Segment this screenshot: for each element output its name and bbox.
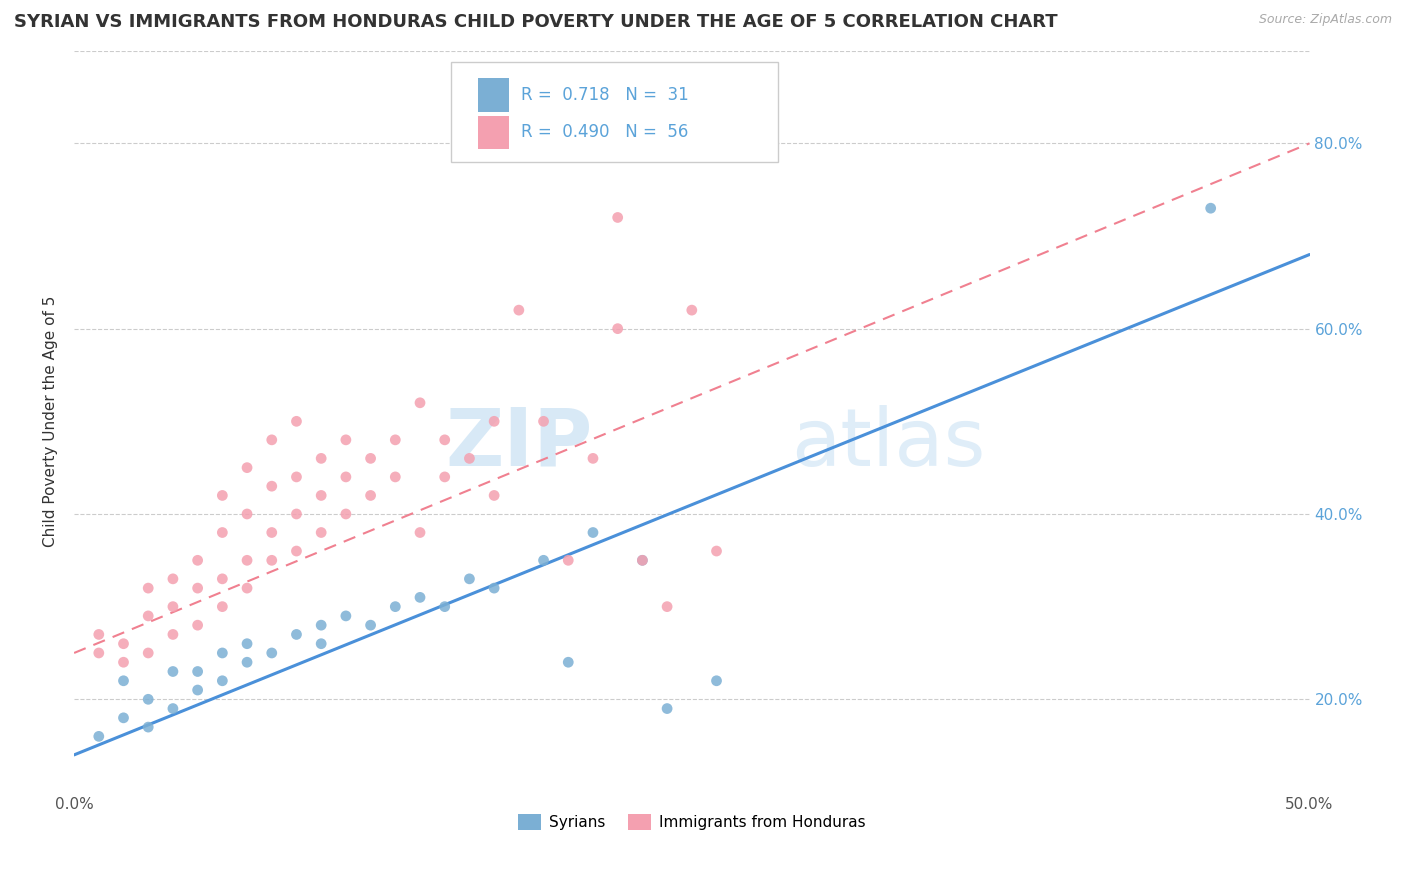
Point — [335, 433, 357, 447]
Point — [211, 572, 233, 586]
Point — [533, 553, 555, 567]
Point — [409, 396, 432, 410]
Point — [433, 470, 456, 484]
Point — [606, 211, 628, 225]
Point — [112, 711, 135, 725]
Point — [236, 581, 259, 595]
Point — [335, 608, 357, 623]
Point — [260, 433, 283, 447]
Point — [187, 581, 209, 595]
Text: atlas: atlas — [790, 405, 986, 483]
Bar — [478, 116, 509, 149]
Point — [112, 673, 135, 688]
Point — [87, 730, 110, 744]
Point — [112, 637, 135, 651]
Point — [187, 553, 209, 567]
Point — [236, 507, 259, 521]
Point — [162, 572, 184, 586]
Text: R =  0.718   N =  31: R = 0.718 N = 31 — [522, 87, 689, 104]
Point — [136, 692, 159, 706]
Point — [87, 646, 110, 660]
Point — [87, 627, 110, 641]
Point — [236, 655, 259, 669]
Point — [409, 525, 432, 540]
Point — [285, 627, 308, 641]
Point — [409, 591, 432, 605]
Point — [309, 525, 332, 540]
Point — [384, 433, 406, 447]
Point — [187, 618, 209, 632]
Text: Source: ZipAtlas.com: Source: ZipAtlas.com — [1258, 13, 1392, 27]
Point — [162, 627, 184, 641]
Point — [655, 701, 678, 715]
Point — [335, 507, 357, 521]
Point — [681, 303, 703, 318]
Point — [508, 303, 530, 318]
Point — [582, 525, 605, 540]
Point — [211, 646, 233, 660]
Point — [136, 720, 159, 734]
Point — [384, 470, 406, 484]
Text: ZIP: ZIP — [446, 405, 593, 483]
Point — [309, 488, 332, 502]
Point — [136, 581, 159, 595]
Point — [187, 683, 209, 698]
Point — [606, 321, 628, 335]
Point — [360, 451, 382, 466]
Point — [187, 665, 209, 679]
Point — [482, 581, 505, 595]
Point — [309, 451, 332, 466]
Point — [162, 665, 184, 679]
Point — [557, 655, 579, 669]
Point — [285, 470, 308, 484]
Point — [236, 460, 259, 475]
Point — [260, 553, 283, 567]
Point — [360, 488, 382, 502]
Point — [136, 646, 159, 660]
Point — [482, 414, 505, 428]
Point — [236, 637, 259, 651]
Text: R =  0.490   N =  56: R = 0.490 N = 56 — [522, 123, 689, 141]
Point — [433, 599, 456, 614]
Point — [557, 553, 579, 567]
Point — [136, 608, 159, 623]
Point — [1199, 201, 1222, 215]
Y-axis label: Child Poverty Under the Age of 5: Child Poverty Under the Age of 5 — [44, 295, 58, 547]
Legend: Syrians, Immigrants from Honduras: Syrians, Immigrants from Honduras — [512, 808, 872, 836]
Point — [384, 599, 406, 614]
Point — [285, 414, 308, 428]
Point — [162, 599, 184, 614]
Point — [360, 618, 382, 632]
Point — [309, 637, 332, 651]
Point — [236, 553, 259, 567]
Point — [458, 572, 481, 586]
Text: SYRIAN VS IMMIGRANTS FROM HONDURAS CHILD POVERTY UNDER THE AGE OF 5 CORRELATION : SYRIAN VS IMMIGRANTS FROM HONDURAS CHILD… — [14, 13, 1057, 31]
Point — [112, 655, 135, 669]
Point — [706, 544, 728, 558]
Point — [211, 488, 233, 502]
Point — [285, 544, 308, 558]
Point — [706, 673, 728, 688]
Point — [433, 433, 456, 447]
Point — [260, 479, 283, 493]
Point — [582, 451, 605, 466]
Point — [309, 618, 332, 632]
Bar — [478, 78, 509, 112]
Point — [631, 553, 654, 567]
Point — [162, 701, 184, 715]
Point — [285, 507, 308, 521]
Point — [211, 599, 233, 614]
Point — [211, 525, 233, 540]
Point — [335, 470, 357, 484]
Point — [458, 451, 481, 466]
Point — [260, 525, 283, 540]
Point — [533, 414, 555, 428]
FancyBboxPatch shape — [451, 62, 779, 161]
Point — [211, 673, 233, 688]
Point — [482, 488, 505, 502]
Point — [655, 599, 678, 614]
Point — [260, 646, 283, 660]
Point — [631, 553, 654, 567]
